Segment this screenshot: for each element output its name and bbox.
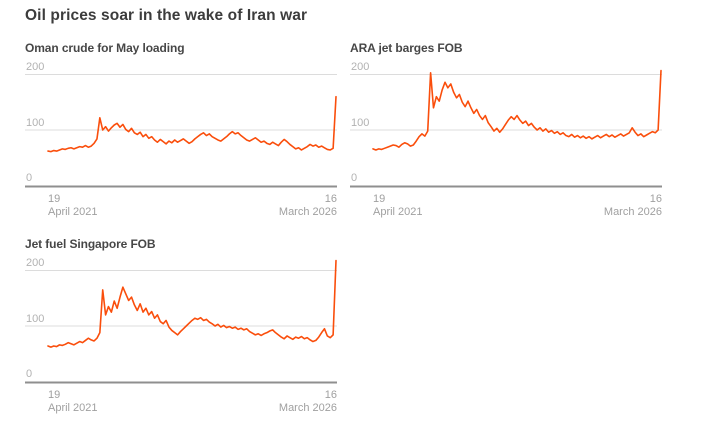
- y-tick-label: 200: [26, 257, 45, 269]
- x-tick-end-day: 16: [649, 193, 662, 205]
- price-line-series: [372, 69, 662, 151]
- x-tick-start-month: April 2021: [48, 205, 98, 218]
- line-chart-svg: [25, 74, 337, 188]
- x-tick-start-month: April 2021: [373, 205, 423, 218]
- x-tick-end: 16 March 2026: [604, 193, 662, 218]
- chart-title: Oil prices soar in the wake of Iran war: [25, 7, 308, 24]
- x-tick-start-day: 19: [48, 389, 61, 401]
- price-line-series: [47, 259, 337, 348]
- x-tick-start: 19 April 2021: [48, 193, 98, 218]
- panel-subtitle: ARA jet barges FOB: [350, 41, 463, 55]
- line-chart-svg: [25, 259, 337, 384]
- x-tick-start-day: 19: [48, 193, 61, 205]
- y-tick-label: 0: [351, 172, 358, 184]
- y-tick-label: 200: [26, 61, 45, 73]
- x-tick-start: 19 April 2021: [48, 389, 98, 414]
- x-tick-end-month: March 2026: [603, 205, 662, 218]
- y-tick-label: 100: [351, 116, 370, 129]
- x-tick-start-day: 19: [373, 193, 386, 205]
- panel-subtitle: Jet fuel Singapore FOB: [25, 237, 156, 251]
- x-tick-end-month: March 2026: [278, 401, 337, 414]
- x-tick-end-day: 16: [324, 193, 337, 205]
- x-tick-end-day: 16: [324, 389, 337, 401]
- line-chart-svg: [350, 69, 662, 188]
- y-tick-label: 200: [351, 61, 370, 73]
- y-tick-label: 100: [26, 312, 45, 325]
- y-tick-label: 100: [26, 116, 45, 129]
- x-tick-start: 19 April 2021: [373, 193, 423, 218]
- panel-ara-jet-barges: ARA jet barges FOB 200 100 0 19 April 20…: [350, 40, 662, 225]
- x-tick-start-month: April 2021: [48, 401, 98, 414]
- y-tick-label: 0: [26, 172, 33, 184]
- panel-subtitle: Oman crude for May loading: [25, 41, 185, 55]
- price-line-series: [47, 95, 337, 153]
- x-tick-end: 16 March 2026: [279, 193, 337, 218]
- x-tick-end: 16 March 2026: [279, 389, 337, 414]
- panel-oman-crude: Oman crude for May loading 200 100 0 19 …: [25, 40, 337, 225]
- panel-jet-fuel-singapore: Jet fuel Singapore FOB 200 100 0 19 Apri…: [25, 236, 337, 421]
- y-tick-label: 0: [26, 368, 33, 380]
- x-tick-end-month: March 2026: [278, 205, 337, 218]
